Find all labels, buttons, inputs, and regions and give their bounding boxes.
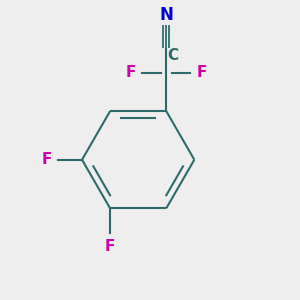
- Text: C: C: [168, 48, 179, 63]
- Text: F: F: [125, 65, 136, 80]
- Text: F: F: [41, 152, 52, 167]
- Text: F: F: [105, 239, 115, 254]
- Text: N: N: [159, 6, 173, 24]
- Text: F: F: [197, 65, 207, 80]
